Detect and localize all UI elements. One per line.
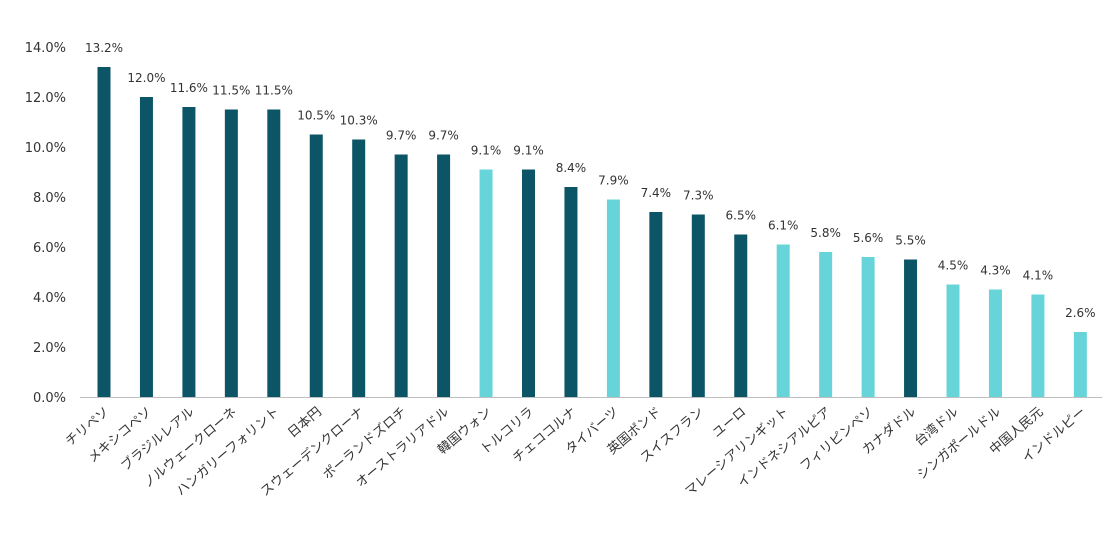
y-tick-label: 8.0% <box>33 191 66 206</box>
bar <box>522 169 535 397</box>
bar <box>182 107 196 397</box>
data-label: 4.1% <box>1023 269 1054 283</box>
category-label: フィリピンペソ <box>798 405 877 475</box>
y-tick-label: 14.0% <box>25 41 66 56</box>
data-label: 8.4% <box>556 161 587 175</box>
data-label: 4.5% <box>938 259 969 273</box>
data-label: 11.5% <box>212 84 250 98</box>
data-label: 6.1% <box>768 219 799 233</box>
data-label: 5.5% <box>895 234 926 248</box>
data-label: 7.3% <box>683 189 714 203</box>
data-label: 9.7% <box>386 129 417 143</box>
bar <box>988 289 1002 397</box>
y-tick-label: 12.0% <box>25 91 66 106</box>
bar <box>861 257 875 397</box>
bar <box>1031 294 1045 397</box>
bar <box>946 284 960 397</box>
data-label: 7.4% <box>641 186 672 200</box>
bar <box>394 154 408 397</box>
y-tick-label: 4.0% <box>33 291 66 306</box>
bar <box>564 187 578 397</box>
data-label: 11.6% <box>170 81 208 95</box>
data-label: 7.9% <box>598 174 629 188</box>
data-label: 4.3% <box>980 264 1011 278</box>
bar <box>352 139 366 397</box>
category-label: 日本円 <box>285 405 325 442</box>
data-label: 9.1% <box>513 144 544 158</box>
data-labels: 13.2% 12.0% 11.6% 11.5% 11.5% 10.5% 10.3% 9.7% 9… <box>85 41 1096 320</box>
bar <box>649 212 663 397</box>
bar <box>1073 332 1087 397</box>
y-tick-label: 10.0% <box>25 141 66 156</box>
data-label: 11.5% <box>255 84 293 98</box>
data-label: 9.1% <box>471 144 502 158</box>
category-label: ブラジルレアル <box>118 404 198 475</box>
bar <box>606 199 620 397</box>
data-label: 12.0% <box>127 71 165 85</box>
data-label: 5.8% <box>810 226 841 240</box>
bar <box>819 252 833 397</box>
data-label: 13.2% <box>85 41 123 55</box>
bar <box>224 109 238 397</box>
data-label: 5.6% <box>853 231 884 245</box>
bars <box>97 67 1087 397</box>
bar <box>437 154 451 397</box>
data-label: 10.5% <box>297 109 335 123</box>
bar <box>904 259 918 397</box>
bar <box>97 67 111 397</box>
data-label: 6.5% <box>726 209 757 223</box>
data-label: 2.6% <box>1065 306 1096 320</box>
y-tick-label: 6.0% <box>33 241 66 256</box>
y-tick-label: 2.0% <box>33 341 66 356</box>
data-label: 10.3% <box>340 114 378 128</box>
y-tick-label: 0.0% <box>33 391 66 406</box>
bar <box>479 169 493 397</box>
bar <box>139 97 153 397</box>
bar <box>309 134 323 397</box>
bar <box>734 234 748 397</box>
bar <box>776 244 790 397</box>
category-label: ユーロ <box>710 405 750 442</box>
y-axis: 0.0% 2.0% 4.0% 6.0% 8.0% 10.0% 12.0% 14.0% <box>25 41 66 406</box>
bar <box>267 109 281 397</box>
data-label: 9.7% <box>428 129 459 143</box>
bar <box>691 214 705 397</box>
